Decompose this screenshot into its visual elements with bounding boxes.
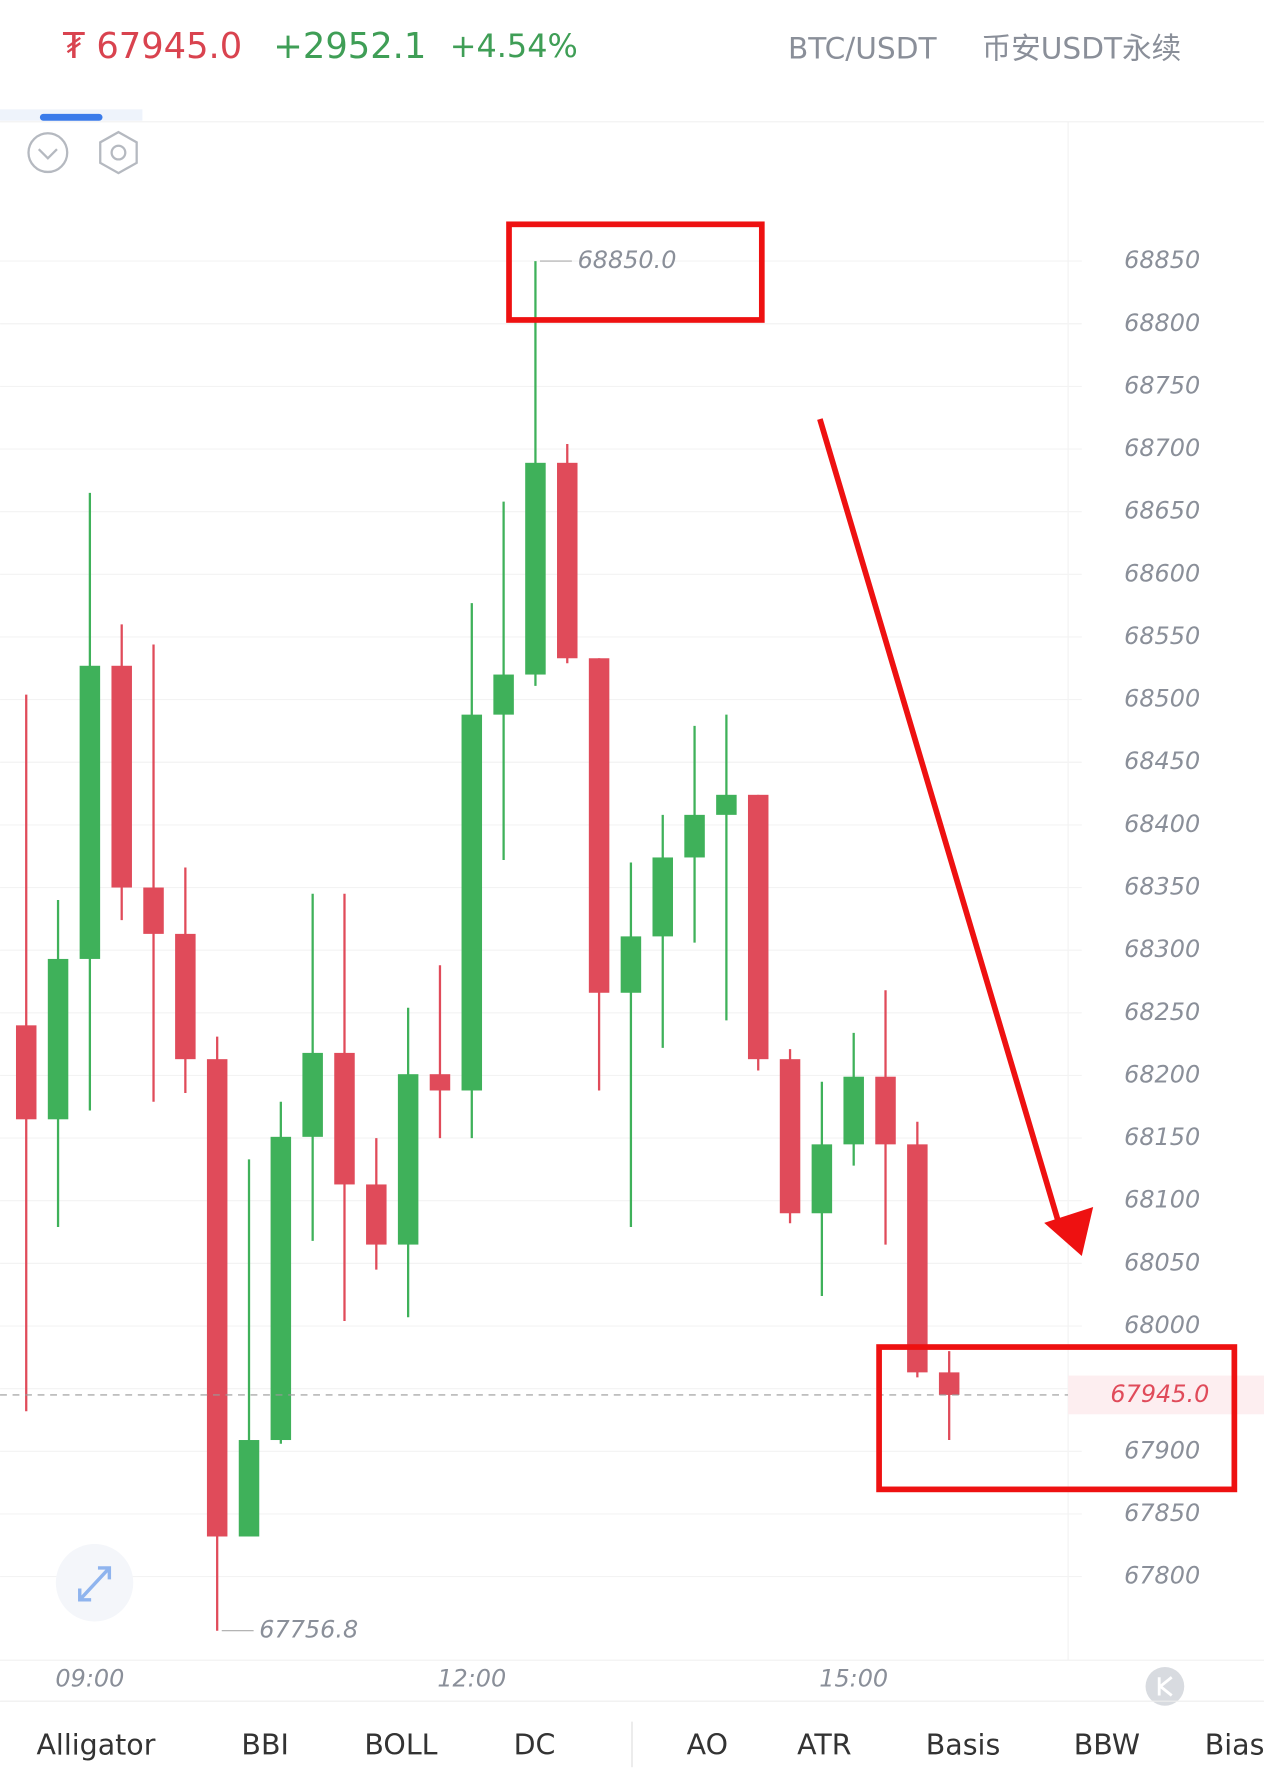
market[interactable]: 币安USDT永续	[982, 32, 1182, 66]
candle-body	[302, 1052, 323, 1137]
collapse-icon[interactable]	[27, 132, 69, 174]
candle-body	[557, 462, 578, 659]
candle-body	[461, 714, 483, 1091]
indicator-tab[interactable]: Basis	[926, 1729, 1001, 1762]
k-icon[interactable]	[1145, 1667, 1185, 1706]
indicator-tab[interactable]: Bias	[1205, 1729, 1264, 1762]
price-change: +2952.1	[273, 26, 426, 67]
y-tick-label: 68750	[1124, 371, 1200, 399]
last-price-label: 67945.0	[1110, 1380, 1209, 1408]
indicator-tab[interactable]: BBI	[241, 1729, 288, 1762]
candle-body	[47, 958, 69, 1120]
y-tick-label: 68250	[1124, 998, 1200, 1026]
y-tick-label: 68350	[1124, 873, 1200, 901]
candle-body	[652, 857, 673, 937]
fullscreen-button[interactable]	[55, 1544, 134, 1622]
y-tick-label: 67800	[1124, 1562, 1200, 1590]
candle-body	[811, 1144, 833, 1214]
y-tick-label: 68000	[1124, 1311, 1200, 1339]
y-tick-label: 68400	[1124, 810, 1200, 838]
indicator-tab[interactable]: BBW	[1074, 1729, 1140, 1762]
indicator-tab[interactable]: ATR	[797, 1729, 851, 1762]
y-tick-label: 68550	[1124, 622, 1200, 650]
highlight-box	[876, 1344, 1238, 1493]
indicator-tab[interactable]: Alligator	[36, 1729, 155, 1762]
high-marker-label: 68850.0	[578, 246, 677, 274]
y-tick-label: 68600	[1124, 559, 1200, 587]
x-tick-label: 09:00	[55, 1665, 124, 1693]
indicator-tab[interactable]: BOLL	[364, 1729, 437, 1762]
indicator-tab[interactable]: AO	[687, 1729, 728, 1762]
last-price-box	[1068, 1375, 1264, 1415]
candle-body	[15, 1025, 37, 1120]
candle-body	[493, 674, 514, 715]
y-tick-label: 68800	[1124, 309, 1200, 337]
last-price: ₮ 67945.0	[63, 26, 243, 67]
y-tick-label: 68700	[1124, 434, 1200, 462]
candle-body	[875, 1076, 896, 1145]
y-tick-label: 68100	[1124, 1186, 1200, 1214]
y-tick-label: 67900	[1124, 1436, 1200, 1464]
y-tick-label: 68650	[1124, 497, 1200, 525]
y-tick-label: 68500	[1124, 685, 1200, 713]
candle-body	[366, 1184, 387, 1245]
candle-body	[938, 1372, 960, 1395]
highlight-box	[506, 221, 765, 323]
candle-body	[206, 1059, 228, 1537]
y-tick-label: 68850	[1124, 246, 1200, 274]
indicator-tab[interactable]: DC	[514, 1729, 556, 1762]
candle-body	[175, 933, 196, 1060]
symbol[interactable]: BTC/USDT	[788, 32, 938, 66]
candle-body	[525, 462, 546, 675]
y-tick-label: 67850	[1124, 1499, 1200, 1527]
y-tick-label: 68450	[1124, 747, 1200, 775]
x-tick-label: 12:00	[437, 1665, 506, 1693]
candle-body	[79, 665, 101, 959]
candle-body	[684, 814, 705, 858]
x-tick-label: 15:00	[819, 1665, 888, 1693]
y-tick-label: 68300	[1124, 935, 1200, 963]
candle-body	[843, 1076, 864, 1145]
candle-body	[716, 794, 737, 815]
price-change-percent: +4.54%	[450, 27, 578, 65]
trend-arrow	[817, 418, 1094, 1256]
candle-body	[334, 1052, 355, 1185]
y-tick-label: 68050	[1124, 1248, 1200, 1276]
candle-body	[779, 1059, 801, 1214]
candle-body	[143, 887, 164, 934]
y-tick-label: 68200	[1124, 1060, 1200, 1088]
candle-body	[111, 665, 132, 888]
candle-body	[270, 1136, 292, 1441]
candle-body	[588, 658, 610, 993]
candle-body	[620, 936, 642, 993]
candle-body	[238, 1440, 260, 1537]
settings-icon[interactable]	[99, 130, 138, 175]
candle-body	[907, 1144, 928, 1373]
candle-body	[397, 1074, 419, 1245]
low-marker-label: 67756.8	[259, 1616, 358, 1644]
plot: 6780067850679006795068000680506810068150…	[0, 246, 1264, 1693]
candle-body	[429, 1074, 451, 1091]
y-tick-label: 68150	[1124, 1123, 1200, 1151]
candle-body	[747, 794, 769, 1060]
tab-indicator	[39, 113, 103, 121]
